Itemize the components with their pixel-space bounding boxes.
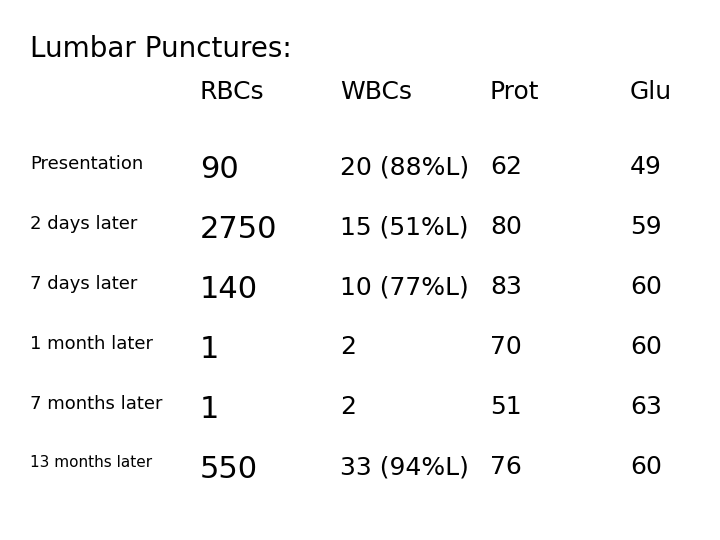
Text: 7 months later: 7 months later xyxy=(30,395,163,413)
Text: 13 months later: 13 months later xyxy=(30,455,152,470)
Text: 60: 60 xyxy=(630,455,662,479)
Text: 1: 1 xyxy=(200,335,220,364)
Text: 550: 550 xyxy=(200,455,258,484)
Text: 1: 1 xyxy=(200,395,220,424)
Text: 33 (94%L): 33 (94%L) xyxy=(340,455,469,479)
Text: Lumbar Punctures:: Lumbar Punctures: xyxy=(30,35,292,63)
Text: Presentation: Presentation xyxy=(30,155,143,173)
Text: 63: 63 xyxy=(630,395,662,419)
Text: 2: 2 xyxy=(340,335,356,359)
Text: Glu: Glu xyxy=(630,80,672,104)
Text: 2: 2 xyxy=(340,395,356,419)
Text: 60: 60 xyxy=(630,335,662,359)
Text: 2750: 2750 xyxy=(200,215,277,244)
Text: 15 (51%L): 15 (51%L) xyxy=(340,215,469,239)
Text: 1 month later: 1 month later xyxy=(30,335,153,353)
Text: Prot: Prot xyxy=(490,80,539,104)
Text: 83: 83 xyxy=(490,275,522,299)
Text: 80: 80 xyxy=(490,215,522,239)
Text: 70: 70 xyxy=(490,335,522,359)
Text: 49: 49 xyxy=(630,155,662,179)
Text: 59: 59 xyxy=(630,215,662,239)
Text: 76: 76 xyxy=(490,455,522,479)
Text: 2 days later: 2 days later xyxy=(30,215,138,233)
Text: 51: 51 xyxy=(490,395,521,419)
Text: 10 (77%L): 10 (77%L) xyxy=(340,275,469,299)
Text: 60: 60 xyxy=(630,275,662,299)
Text: 62: 62 xyxy=(490,155,522,179)
Text: 90: 90 xyxy=(200,155,239,184)
Text: 20 (88%L): 20 (88%L) xyxy=(340,155,469,179)
Text: 140: 140 xyxy=(200,275,258,304)
Text: RBCs: RBCs xyxy=(200,80,265,104)
Text: WBCs: WBCs xyxy=(340,80,412,104)
Text: 7 days later: 7 days later xyxy=(30,275,138,293)
